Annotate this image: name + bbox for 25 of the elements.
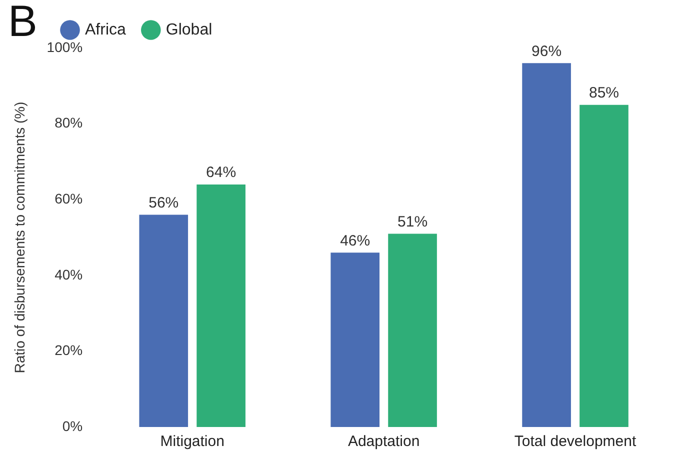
x-tick-label: Mitigation <box>160 433 224 450</box>
data-label: 96% <box>532 42 562 60</box>
bar <box>330 252 380 427</box>
y-tick-label: 80% <box>54 114 83 131</box>
bar <box>580 104 628 427</box>
y-axis-title: Ratio of disbursements to commitments (%) <box>11 102 28 374</box>
chart-title: B <box>8 0 38 46</box>
legend-label: Africa <box>85 21 126 38</box>
bar <box>388 234 437 427</box>
data-label: 51% <box>398 213 428 230</box>
y-tick-label: 100% <box>46 38 83 55</box>
data-label: 56% <box>148 194 179 212</box>
x-tick-label: Adaptation <box>348 433 420 450</box>
bar <box>139 214 188 427</box>
data-label: 46% <box>340 232 370 250</box>
bar <box>522 63 571 427</box>
x-tick-label: Total development <box>514 433 637 450</box>
y-tick-label: 60% <box>54 190 83 206</box>
legend-label: Global <box>166 21 212 38</box>
bar <box>196 184 246 427</box>
y-tick-label: 0% <box>62 418 83 434</box>
y-tick-label: 20% <box>54 342 83 358</box>
data-label: 64% <box>206 164 236 182</box>
y-tick-label: 40% <box>54 266 83 282</box>
data-label: 85% <box>588 84 620 102</box>
